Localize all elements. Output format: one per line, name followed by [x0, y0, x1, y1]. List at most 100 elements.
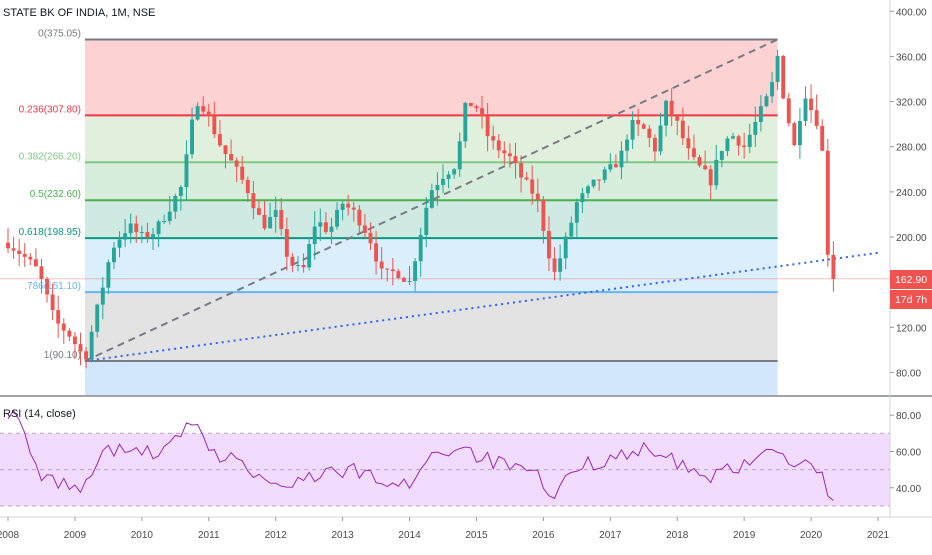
candle-down: [67, 330, 72, 337]
price-tick-label: 200.00: [896, 233, 927, 244]
price-tick-label: 400.00: [896, 7, 927, 18]
candle-down: [362, 225, 367, 233]
price-tick-label: 80.00: [896, 368, 921, 379]
fib-level-label: .786(151.10): [24, 281, 81, 292]
candle-up: [463, 102, 468, 142]
candle-down: [217, 134, 222, 146]
time-tick-label: 2021: [867, 530, 890, 541]
candle-down: [17, 250, 22, 254]
fib-level-label: 0(375.05): [38, 28, 81, 39]
candles: [6, 49, 836, 369]
candle-up: [335, 209, 339, 227]
price-tick-label: 360.00: [896, 52, 927, 63]
time-tick-label: 2017: [599, 530, 622, 541]
candle-up: [753, 121, 758, 135]
candle-down: [351, 207, 356, 210]
countdown-tag: [890, 290, 932, 309]
candle-up: [664, 100, 669, 126]
candle-down: [513, 156, 518, 164]
candle-up: [658, 125, 663, 152]
candle-up: [413, 261, 418, 281]
candle-down: [809, 98, 814, 111]
candle-up: [770, 82, 774, 97]
candle-up: [106, 262, 111, 288]
candle-up: [123, 233, 128, 240]
time-tick-label: 2013: [331, 530, 354, 541]
candle-up: [452, 169, 457, 175]
candle-up: [424, 207, 429, 235]
candle-down: [279, 210, 284, 230]
candle-up: [725, 138, 730, 152]
candle-down: [636, 119, 641, 125]
candle-up: [329, 226, 334, 232]
candle-down: [597, 179, 602, 181]
trend-line-dotted: [84, 251, 879, 363]
time-tick-label: 2010: [131, 530, 154, 541]
rsi-band: [0, 433, 890, 506]
candle-up: [608, 164, 613, 170]
candle-down: [134, 223, 139, 233]
trend-line-dashed: [84, 38, 779, 362]
candle-down: [262, 214, 267, 229]
fib-level-label: 0.382(266.20): [19, 151, 81, 162]
candle-down: [507, 153, 512, 157]
candle-up: [747, 134, 752, 148]
rsi-line: [7, 409, 834, 501]
candle-up: [764, 96, 769, 107]
candle-up: [195, 106, 200, 120]
candle-up: [89, 331, 94, 360]
candle-up: [307, 244, 312, 268]
candle-down: [50, 294, 55, 311]
candle-down: [245, 179, 250, 194]
candle-down: [84, 351, 89, 360]
candle-down: [45, 278, 49, 295]
last-price-text: 162.90: [895, 274, 927, 286]
candle-down: [825, 150, 830, 255]
price-tick-label: 240.00: [896, 188, 927, 199]
price-tags: 162.90 17d 7h: [890, 270, 932, 309]
candle-down: [201, 106, 206, 112]
candle-up: [162, 221, 167, 223]
time-tick-label: 2014: [398, 530, 421, 541]
rsi-tick-label: 80.00: [896, 411, 921, 422]
candle-up: [731, 136, 735, 139]
candle-up: [580, 193, 585, 203]
candle-down: [474, 106, 479, 109]
candle-down: [613, 164, 618, 168]
candle-down: [781, 55, 786, 99]
candle-down: [502, 150, 507, 154]
candle-down: [145, 232, 150, 238]
fib-zone: [84, 115, 778, 163]
candle-up: [591, 179, 596, 187]
candle-down: [831, 254, 836, 279]
candle-down: [552, 258, 557, 272]
candle-down: [290, 256, 295, 266]
rsi-title[interactable]: RSI (14, close): [3, 408, 76, 420]
candle-down: [485, 116, 490, 137]
candle-up: [407, 280, 412, 282]
candle-up: [758, 106, 763, 122]
candle-up: [569, 222, 574, 237]
candle-down: [78, 344, 83, 352]
candle-up: [95, 304, 100, 332]
candle-down: [686, 138, 691, 149]
candle-down: [212, 115, 217, 135]
candle-down: [468, 102, 473, 107]
candle-down: [496, 140, 501, 151]
candle-down: [692, 148, 696, 158]
symbol-title[interactable]: STATE BK OF INDIA, 1M, NSE: [3, 7, 155, 19]
candle-up: [797, 120, 802, 146]
candle-down: [396, 271, 401, 278]
candle-down: [535, 193, 540, 200]
time-tick-label: 2009: [64, 530, 87, 541]
price-tick-label: 120.00: [896, 323, 927, 334]
price-tick-label: 320.00: [896, 98, 927, 109]
candle-up: [714, 159, 719, 186]
candle-up: [457, 141, 462, 170]
rsi-pane: [0, 409, 890, 507]
candle-down: [223, 145, 228, 154]
time-tick-label: 2020: [800, 530, 823, 541]
candle-up: [139, 232, 144, 234]
candle-down: [234, 160, 239, 167]
